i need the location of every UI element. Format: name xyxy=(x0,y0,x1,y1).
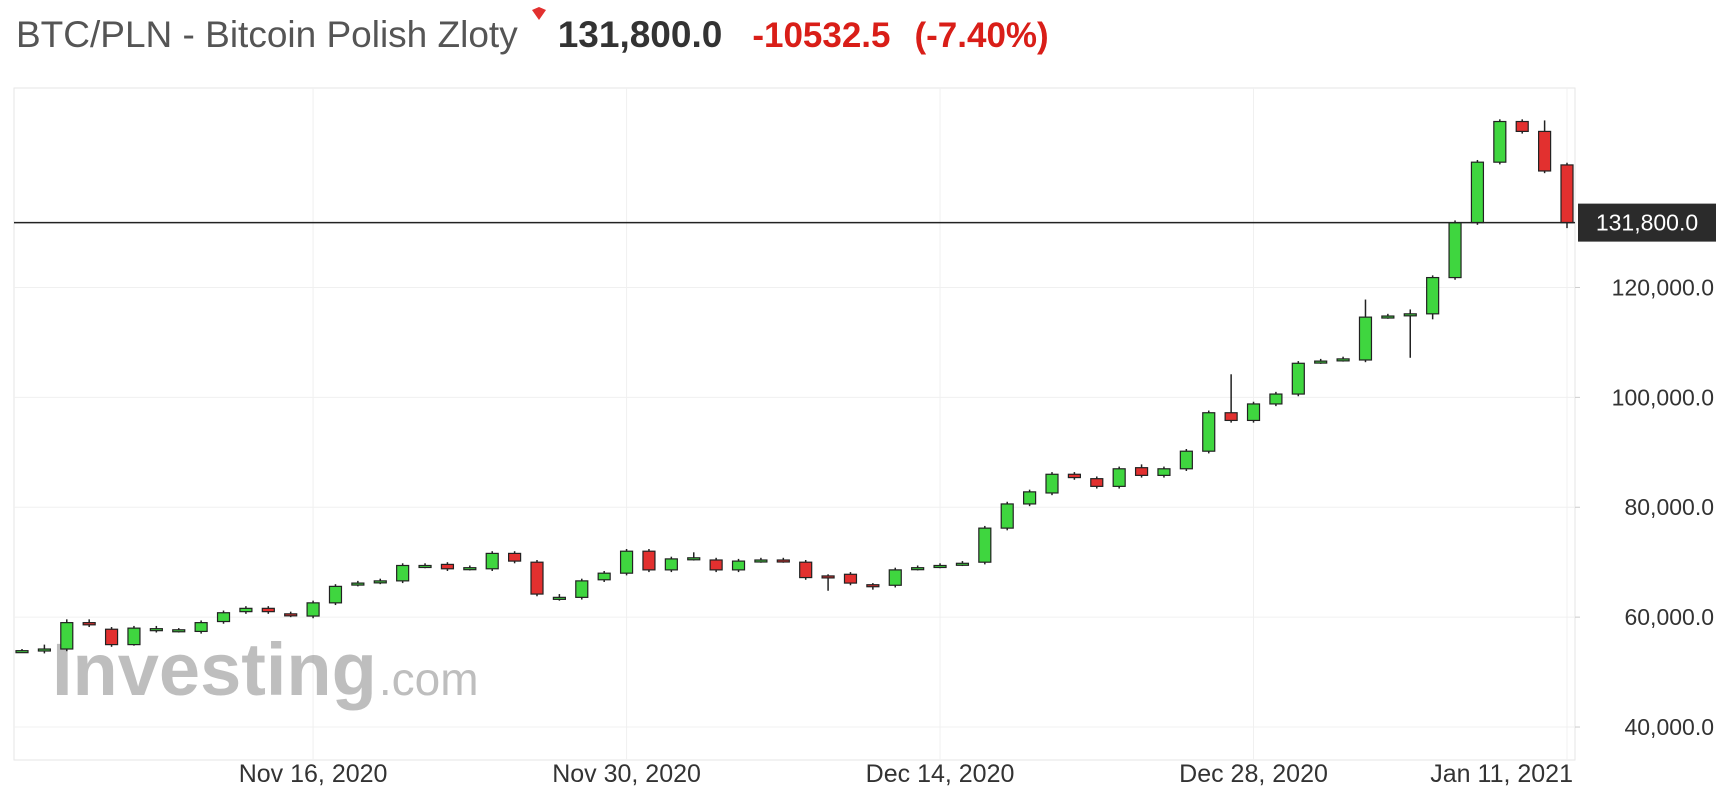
candle-body xyxy=(216,612,231,623)
watermark-brand: Investing xyxy=(52,628,377,711)
candle-body xyxy=(239,607,253,613)
candle-body xyxy=(597,572,611,581)
y-tick-label: 120,000.0 xyxy=(1612,274,1714,300)
y-tick-label: 80,000.0 xyxy=(1624,494,1714,520)
candle-body xyxy=(1224,412,1238,422)
candle-body xyxy=(978,527,992,563)
candle-body xyxy=(1358,316,1373,361)
candle-body xyxy=(440,563,455,570)
last-price-box xyxy=(1578,203,1716,242)
candle-body xyxy=(373,580,387,584)
candle-body xyxy=(1381,315,1395,319)
price-change: -10532.5 xyxy=(752,16,891,55)
candle-body xyxy=(149,628,163,632)
candle-body xyxy=(552,596,566,600)
price-change-percent: (-7.40%) xyxy=(914,16,1049,55)
down-arrow-icon xyxy=(531,7,546,20)
candle-body xyxy=(418,564,432,569)
candle-body xyxy=(619,550,634,574)
candle-body xyxy=(1515,120,1529,133)
candle-body xyxy=(172,629,186,633)
x-tick-label: Dec 14, 2020 xyxy=(866,760,1015,788)
candle-body xyxy=(37,648,51,652)
candle-body xyxy=(1045,473,1059,494)
candle-body xyxy=(888,569,902,586)
price: 131,800.0 xyxy=(557,14,723,55)
candle-body xyxy=(866,584,880,588)
candle-body xyxy=(1448,222,1462,279)
candle-body xyxy=(1291,362,1305,395)
candle-body xyxy=(754,559,768,563)
candle-body xyxy=(351,582,365,586)
candle-body xyxy=(15,650,29,654)
candle-body xyxy=(60,622,74,650)
x-tick-label: Nov 30, 2020 xyxy=(552,760,701,788)
candle-body xyxy=(687,557,701,561)
candle-body xyxy=(1426,276,1440,315)
chart-title: BTC/PLN - Bitcoin Polish Zloty xyxy=(16,14,518,55)
candle-body xyxy=(1403,313,1417,317)
y-tick-label: 100,000.0 xyxy=(1612,384,1714,410)
last-price-label: 131,800.0 xyxy=(1596,210,1698,236)
candle-body xyxy=(485,552,499,570)
candle-body xyxy=(933,564,947,569)
candle-body xyxy=(1314,360,1328,364)
y-tick-label: 40,000.0 xyxy=(1624,714,1714,740)
candle-body xyxy=(1023,491,1037,505)
candle-body xyxy=(127,627,141,646)
candle-body xyxy=(194,622,208,633)
candle-body xyxy=(261,607,275,613)
candle-body xyxy=(104,628,119,646)
candle-body xyxy=(463,567,477,571)
candle-body xyxy=(1202,412,1216,452)
candle-body xyxy=(284,613,298,617)
candle-body xyxy=(642,550,656,571)
candle-body xyxy=(1000,503,1014,529)
plot-frame xyxy=(13,87,1576,761)
candle-body xyxy=(843,573,858,584)
candle-body xyxy=(1246,403,1261,422)
candle-body xyxy=(1560,164,1574,224)
candle-body xyxy=(1112,468,1126,487)
candle-body xyxy=(731,560,746,571)
candle-body xyxy=(709,559,723,571)
candle-body xyxy=(1269,393,1283,405)
candle-body xyxy=(328,585,343,604)
candle-body xyxy=(396,564,410,582)
candle-body xyxy=(1157,468,1171,476)
candle-body xyxy=(1470,161,1485,224)
x-tick-label: Nov 16, 2020 xyxy=(239,760,388,788)
y-tick-label: 60,000.0 xyxy=(1624,604,1714,630)
candle-body xyxy=(1179,450,1193,470)
x-tick-label: Dec 28, 2020 xyxy=(1179,760,1328,788)
candle-body xyxy=(530,561,544,595)
candle-body xyxy=(1134,467,1149,476)
candle-body xyxy=(306,602,320,617)
candle-body xyxy=(1336,358,1350,362)
candle-body xyxy=(82,622,96,626)
candle-body xyxy=(575,580,589,598)
watermark-suffix: .com xyxy=(379,653,479,705)
candle-body xyxy=(1090,478,1104,487)
candle-body xyxy=(955,562,970,566)
candle-body xyxy=(1067,473,1081,479)
candle-body xyxy=(911,567,925,571)
candle-body xyxy=(776,559,790,563)
candle-body xyxy=(1538,130,1552,172)
candle-body xyxy=(508,552,522,562)
candle-body xyxy=(821,575,835,579)
header: BTC/PLN - Bitcoin Polish Zloty 131,800.0… xyxy=(16,7,1049,74)
x-tick-label: Jan 11, 2021 xyxy=(1430,760,1573,788)
candle-body xyxy=(799,561,813,579)
candle-body xyxy=(664,558,678,571)
candle-body xyxy=(1493,120,1507,163)
